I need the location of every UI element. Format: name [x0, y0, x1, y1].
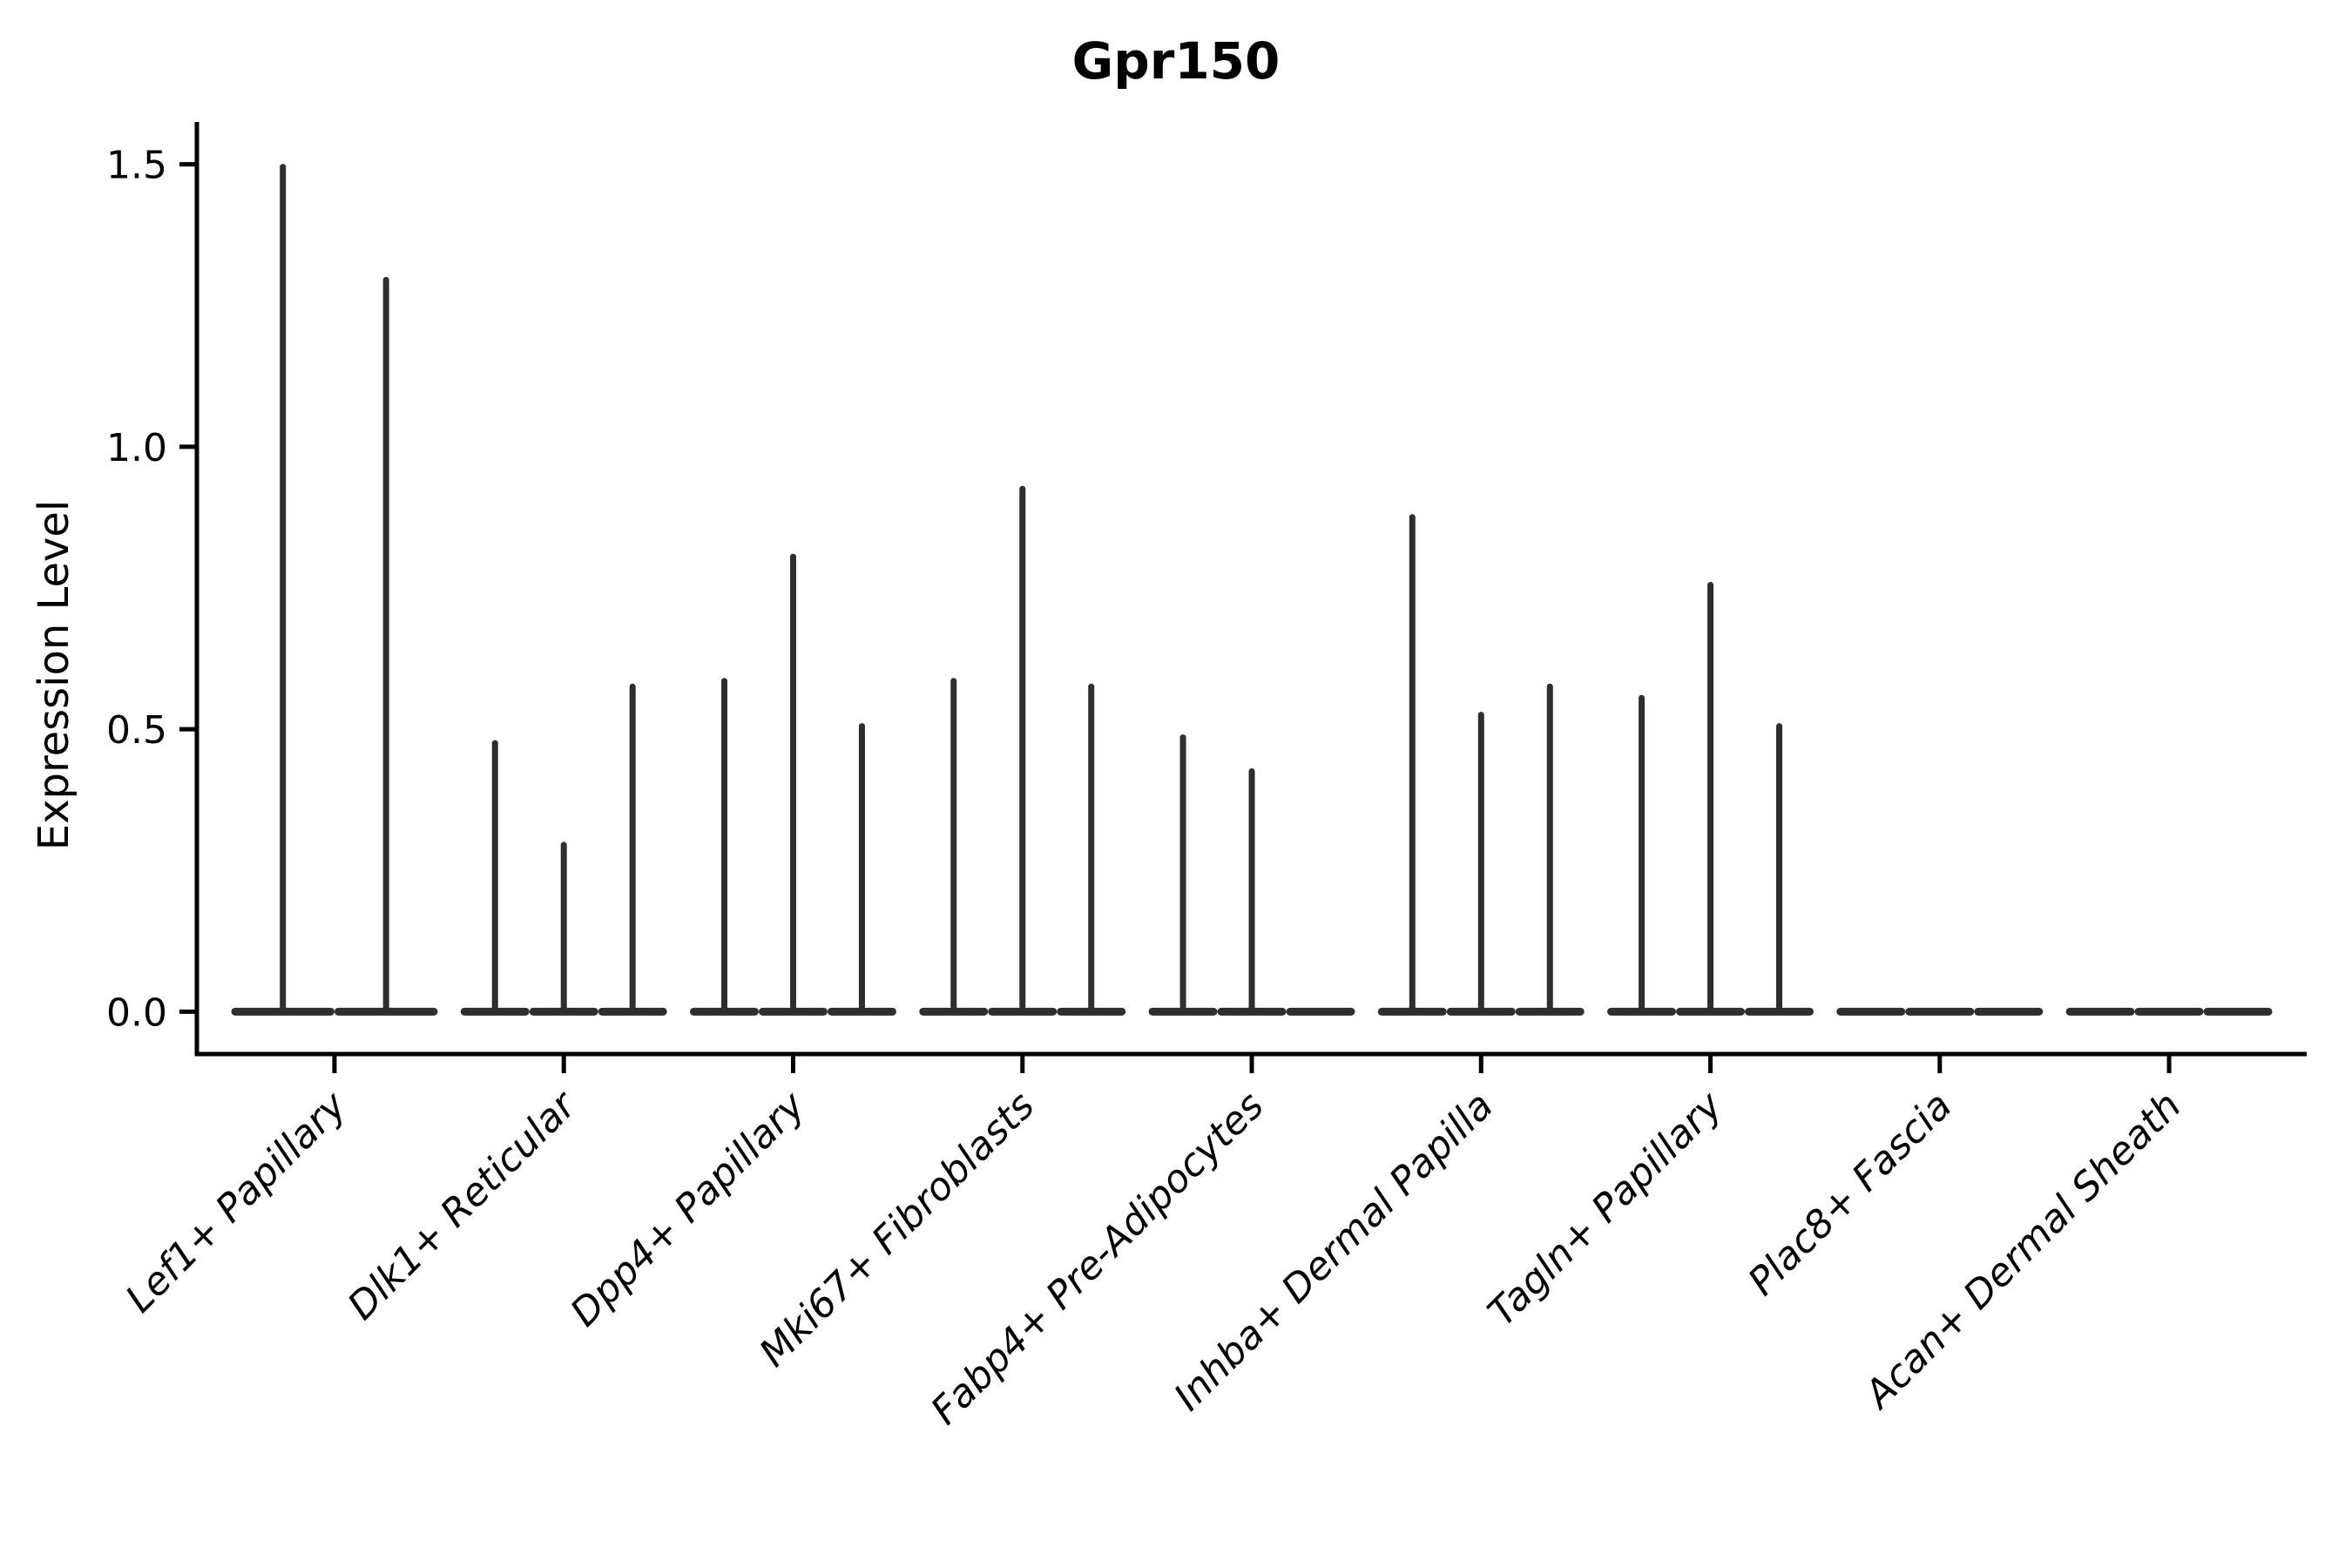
violin-base [1905, 1007, 1975, 1016]
violin-base [1836, 1007, 1906, 1016]
x-tick-label: Tagln+ Papillary [1480, 1083, 1732, 1335]
violin-base [1286, 1007, 1355, 1016]
x-tick-label: Lef1+ Papillary [118, 1083, 356, 1321]
y-tick-label: 0.5 [106, 708, 167, 753]
violin-base [2065, 1007, 2135, 1016]
y-tick-label: 1.5 [106, 144, 167, 188]
y-tick-label: 1.0 [106, 426, 167, 470]
y-tick-label: 0.0 [106, 990, 167, 1035]
x-tick-label: Dlk1+ Reticular [340, 1082, 586, 1328]
x-tick-label: Dpp4+ Papillary [562, 1083, 814, 1335]
x-tick-label: Plac8+ Fascia [1740, 1084, 1960, 1304]
violin-base [2134, 1007, 2204, 1016]
violin-base [1974, 1007, 2044, 1016]
chart-title: Gpr150 [1071, 31, 1281, 91]
violin-base [2203, 1007, 2273, 1016]
y-axis-title: Expression Level [30, 500, 78, 851]
